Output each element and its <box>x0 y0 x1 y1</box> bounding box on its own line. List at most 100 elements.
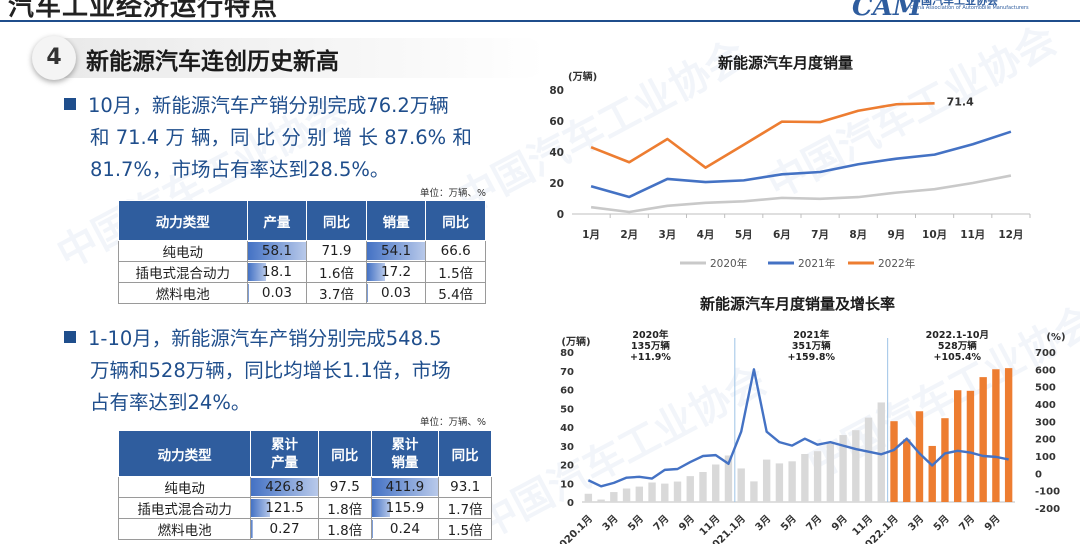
series-line-2021年 <box>590 130 1012 199</box>
table-cell-value: 0.03 <box>261 285 292 301</box>
table-cell: 1.8倍 <box>317 497 372 519</box>
table-cell: 燃料电池 <box>117 518 252 540</box>
y-tick-label-right: 300 <box>1035 417 1056 428</box>
sales-bar <box>877 402 885 502</box>
table-1-header: 销量 <box>365 200 427 241</box>
table-row: 纯电动 426.8 97.5 411.9 93.1 <box>117 476 492 498</box>
paragraph-1-line-2: 和 71.4 万 辆，同 比 分 别 增 长 87.6% 和 <box>90 126 472 149</box>
table-cell: 燃料电池 <box>118 282 248 304</box>
chart-1-title: 新能源汽车月度销量 <box>718 54 854 72</box>
table-cell-value: 0.24 <box>389 521 420 537</box>
y-tick-label-right: -100 <box>1035 487 1060 498</box>
data-bar <box>247 263 266 281</box>
y-tick-label-left: 10 <box>560 479 574 490</box>
logo-mark: CAM <box>852 0 922 22</box>
sales-bar <box>852 430 860 502</box>
table-cell-value: 426.8 <box>265 479 304 495</box>
table-cell-value: 0.27 <box>269 521 300 537</box>
sales-bar <box>864 417 873 502</box>
sales-bar <box>699 472 707 502</box>
data-bar <box>366 242 426 260</box>
table-cell: 3.7倍 <box>306 282 367 304</box>
sales-bar <box>610 492 618 502</box>
x-tick-label: 9月 <box>676 513 696 533</box>
sales-bar <box>648 482 656 502</box>
table-cell-bar: 121.5 <box>250 497 319 519</box>
annotation-text: 351万辆 <box>792 340 831 352</box>
table-cell: 1.6倍 <box>306 261 367 283</box>
table-2-header: 同比 <box>317 430 372 477</box>
legend-label: 2022年 <box>878 257 915 270</box>
x-tick-label: 7月 <box>804 513 824 533</box>
paragraph-2-line: 占有率达到24%。 <box>64 387 451 419</box>
y-tick-label-left: 40 <box>560 423 574 434</box>
sales-bar <box>635 486 644 502</box>
table-cell-bar: 18.1 <box>246 261 308 283</box>
monthly-sales-growth-combo-chart: (万辆) (%) 0 10 20 30 40 50 60 70 80 -200 -100 0 100 200 3… <box>552 329 1065 544</box>
table-1-header: 产量 <box>246 200 308 241</box>
y-tick-label-left: 70 <box>560 367 574 378</box>
x-tick-label: 2月 <box>620 229 638 241</box>
sales-bar <box>941 418 949 502</box>
annotation-text: 2022.1-10月 <box>926 330 989 341</box>
table-row: 燃料电池 0.03 3.7倍 0.03 5.4倍 <box>118 282 486 304</box>
x-tick-label: 8月 <box>849 229 867 241</box>
paragraph-1-line: 10月，新能源汽车产销分别完成76.2万辆 <box>64 90 472 122</box>
table-cell: 5.4倍 <box>425 282 486 304</box>
table-cell-value: 121.5 <box>265 500 304 516</box>
chart-2-title: 新能源汽车月度销量及增长率 <box>700 295 896 313</box>
paragraph-2: 1-10月，新能源汽车产销分别完成548.5 万辆和528万辆，同比均增长1.1… <box>64 323 451 419</box>
series-line-2022年 <box>590 102 935 169</box>
paragraph-2-line-3: 占有率达到24%。 <box>90 391 251 414</box>
annotation-text: 2021年 <box>793 329 829 341</box>
data-bar <box>251 499 271 517</box>
table-row: 插电式混合动力 121.5 1.8倍 115.9 1.7倍 <box>117 497 492 519</box>
sales-bar <box>673 481 682 502</box>
x-tick-label: 3月 <box>906 513 926 533</box>
y-tick-label-left: 80 <box>560 348 574 359</box>
sales-bar <box>584 493 593 502</box>
header-line: 销量 <box>391 454 419 471</box>
table-cell-bar: 54.1 <box>365 240 427 262</box>
paragraph-1-line-3: 81.7%，市场占有率达到28.5%。 <box>90 158 390 181</box>
sales-bar <box>826 441 835 502</box>
y-tick-label-right: 200 <box>1035 435 1056 446</box>
paragraph-2-line: 万辆和528万辆，同比均增长1.1倍，市场 <box>64 355 451 387</box>
table-cell: 1.5倍 <box>438 518 492 540</box>
sales-bar <box>839 435 847 502</box>
header-line: 累计 <box>391 436 419 453</box>
y-tick-label: 80 <box>549 85 564 97</box>
table-row: 插电式混合动力 18.1 1.6倍 17.2 1.5倍 <box>118 261 486 283</box>
table-cell-bar: 411.9 <box>370 476 440 498</box>
data-bar <box>251 520 253 538</box>
table-cell: 93.1 <box>438 476 492 498</box>
bullet-icon <box>64 98 76 110</box>
x-tick-label: 7月 <box>811 229 829 241</box>
table-cell: 1.8倍 <box>317 518 372 540</box>
sales-bar <box>712 464 720 502</box>
table-cell-bar: 58.1 <box>246 240 308 262</box>
table-cell: 1.5倍 <box>425 261 486 283</box>
section-title: 新能源汽车连创历史新高 <box>86 49 339 75</box>
data-bar <box>251 478 318 496</box>
sales-bar <box>686 476 694 502</box>
header-line: 产量 <box>271 454 299 471</box>
x-tick-label: 5月 <box>735 229 753 241</box>
table-cell-bar: 0.03 <box>246 282 308 304</box>
table-1-header: 同比 <box>425 200 486 241</box>
y-tick-label-right: 400 <box>1035 400 1056 411</box>
annotation-text: +105.4% <box>934 352 982 363</box>
sales-bar <box>788 461 796 502</box>
sales-bar <box>966 390 975 502</box>
y-axis-label-left: (万辆) <box>561 335 590 348</box>
table-cell-bar: 0.24 <box>370 518 440 540</box>
table-cell: 纯电动 <box>118 240 248 262</box>
table-cell: 71.9 <box>306 240 367 262</box>
table-cell-value: 17.2 <box>381 264 412 280</box>
legend-label: 2021年 <box>798 257 835 270</box>
table-cell-bar: 115.9 <box>370 497 440 519</box>
sales-bar <box>750 481 758 502</box>
header-line: 累计 <box>271 436 299 453</box>
paragraph-1-line: 81.7%，市场占有率达到28.5%。 <box>64 154 472 186</box>
sales-bar <box>762 459 771 502</box>
